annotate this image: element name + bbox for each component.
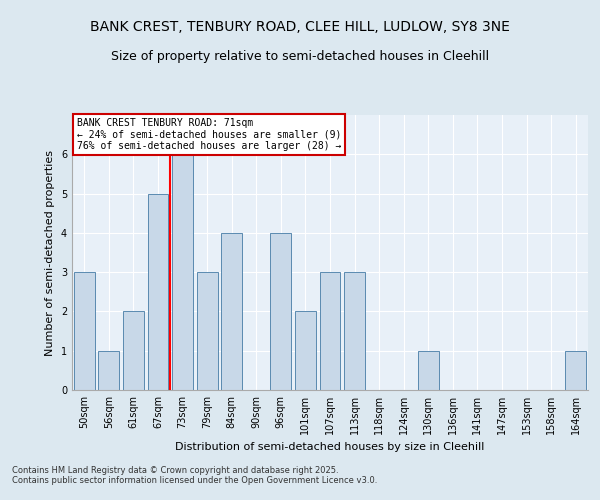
Bar [123, 312, 144, 390]
Y-axis label: Number of semi-detached properties: Number of semi-detached properties [46, 150, 55, 356]
Bar [197, 272, 218, 390]
Bar [172, 154, 193, 390]
Text: Size of property relative to semi-detached houses in Cleehill: Size of property relative to semi-detach… [111, 50, 489, 63]
Text: BANK CREST TENBURY ROAD: 71sqm
← 24% of semi-detached houses are smaller (9)
76%: BANK CREST TENBURY ROAD: 71sqm ← 24% of … [77, 118, 341, 151]
Bar [295, 312, 316, 390]
Bar [148, 194, 169, 390]
Bar [344, 272, 365, 390]
Text: Contains HM Land Registry data © Crown copyright and database right 2025.
Contai: Contains HM Land Registry data © Crown c… [12, 466, 377, 485]
Bar [98, 350, 119, 390]
Bar [74, 272, 95, 390]
Bar [221, 233, 242, 390]
Bar [565, 350, 586, 390]
Bar [418, 350, 439, 390]
X-axis label: Distribution of semi-detached houses by size in Cleehill: Distribution of semi-detached houses by … [175, 442, 485, 452]
Bar [271, 233, 292, 390]
Bar [320, 272, 340, 390]
Text: BANK CREST, TENBURY ROAD, CLEE HILL, LUDLOW, SY8 3NE: BANK CREST, TENBURY ROAD, CLEE HILL, LUD… [90, 20, 510, 34]
